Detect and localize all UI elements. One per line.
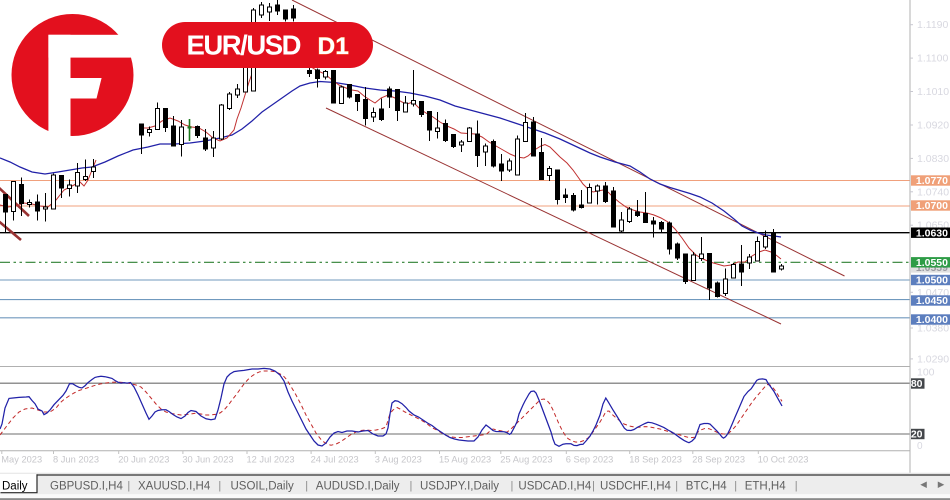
- svg-text:1.0290: 1.0290: [917, 353, 949, 365]
- svg-text:24 Jul 2023: 24 Jul 2023: [311, 455, 359, 465]
- svg-text:1.0550: 1.0550: [916, 257, 948, 269]
- svg-text:|: |: [795, 480, 798, 492]
- svg-text:USDCAD.I,H4: USDCAD.I,H4: [518, 481, 591, 493]
- svg-text:EUR/USD: EUR/USD: [187, 30, 302, 61]
- svg-text:1.1190: 1.1190: [917, 19, 948, 31]
- svg-text:1.1100: 1.1100: [917, 53, 948, 65]
- svg-text:1.0500: 1.0500: [916, 275, 948, 287]
- svg-text:USDJPY.I,Daily: USDJPY.I,Daily: [420, 481, 499, 493]
- svg-text:1.0830: 1.0830: [917, 153, 949, 165]
- svg-text:|: |: [511, 480, 514, 492]
- svg-text:0: 0: [917, 441, 923, 452]
- svg-text:20: 20: [911, 429, 923, 441]
- svg-text:|: |: [127, 480, 130, 492]
- svg-text:15 Aug 2023: 15 Aug 2023: [439, 455, 491, 465]
- svg-text:10 Oct 2023: 10 Oct 2023: [758, 455, 809, 465]
- svg-text:USDCHF.I,H4: USDCHF.I,H4: [600, 481, 672, 493]
- svg-text:1.0700: 1.0700: [916, 200, 948, 212]
- svg-text:May 2023: May 2023: [1, 455, 42, 465]
- svg-text:30 Jun 2023: 30 Jun 2023: [182, 455, 233, 465]
- svg-text:▶: ▶: [938, 479, 945, 489]
- svg-text:Daily: Daily: [2, 481, 28, 493]
- svg-text:80: 80: [911, 378, 923, 390]
- svg-text:|: |: [218, 480, 221, 492]
- svg-text:1.0740: 1.0740: [917, 186, 949, 198]
- svg-text:12 Jul 2023: 12 Jul 2023: [247, 455, 295, 465]
- svg-text:1.1010: 1.1010: [917, 86, 949, 98]
- svg-text:20 Jun 2023: 20 Jun 2023: [118, 455, 169, 465]
- svg-text:|: |: [592, 480, 595, 492]
- svg-text:100: 100: [917, 366, 935, 378]
- svg-text:D1: D1: [318, 33, 349, 60]
- svg-text:1.0920: 1.0920: [917, 120, 949, 132]
- svg-text:18 Sep 2023: 18 Sep 2023: [629, 455, 682, 465]
- svg-text:|: |: [410, 480, 413, 492]
- svg-text:1.0400: 1.0400: [916, 314, 948, 326]
- svg-text:1.0450: 1.0450: [916, 295, 948, 307]
- svg-text:|: |: [305, 480, 308, 492]
- svg-text:BTC,H4: BTC,H4: [686, 481, 728, 493]
- svg-text:1.0770: 1.0770: [916, 175, 948, 187]
- svg-text:GBPUSD.I,H4: GBPUSD.I,H4: [50, 481, 123, 493]
- svg-text:6 Sep 2023: 6 Sep 2023: [566, 455, 614, 465]
- svg-text:|: |: [734, 480, 737, 492]
- svg-text:25 Aug 2023: 25 Aug 2023: [500, 455, 552, 465]
- svg-text:28 Sep 2023: 28 Sep 2023: [692, 455, 745, 465]
- svg-text:3 Aug 2023: 3 Aug 2023: [375, 455, 422, 465]
- svg-text:8 Jun 2023: 8 Jun 2023: [53, 455, 99, 465]
- svg-text:|: |: [675, 480, 678, 492]
- svg-text:1.0630: 1.0630: [916, 227, 948, 239]
- svg-text:1.0380: 1.0380: [917, 323, 949, 335]
- svg-text:AUDUSD.I,Daily: AUDUSD.I,Daily: [316, 481, 400, 493]
- svg-text:ETH,H4: ETH,H4: [745, 481, 787, 493]
- svg-text:◀: ◀: [920, 479, 927, 489]
- svg-text:USOIL,Daily: USOIL,Daily: [231, 481, 295, 493]
- svg-text:XAUUSD.I,H4: XAUUSD.I,H4: [138, 481, 211, 493]
